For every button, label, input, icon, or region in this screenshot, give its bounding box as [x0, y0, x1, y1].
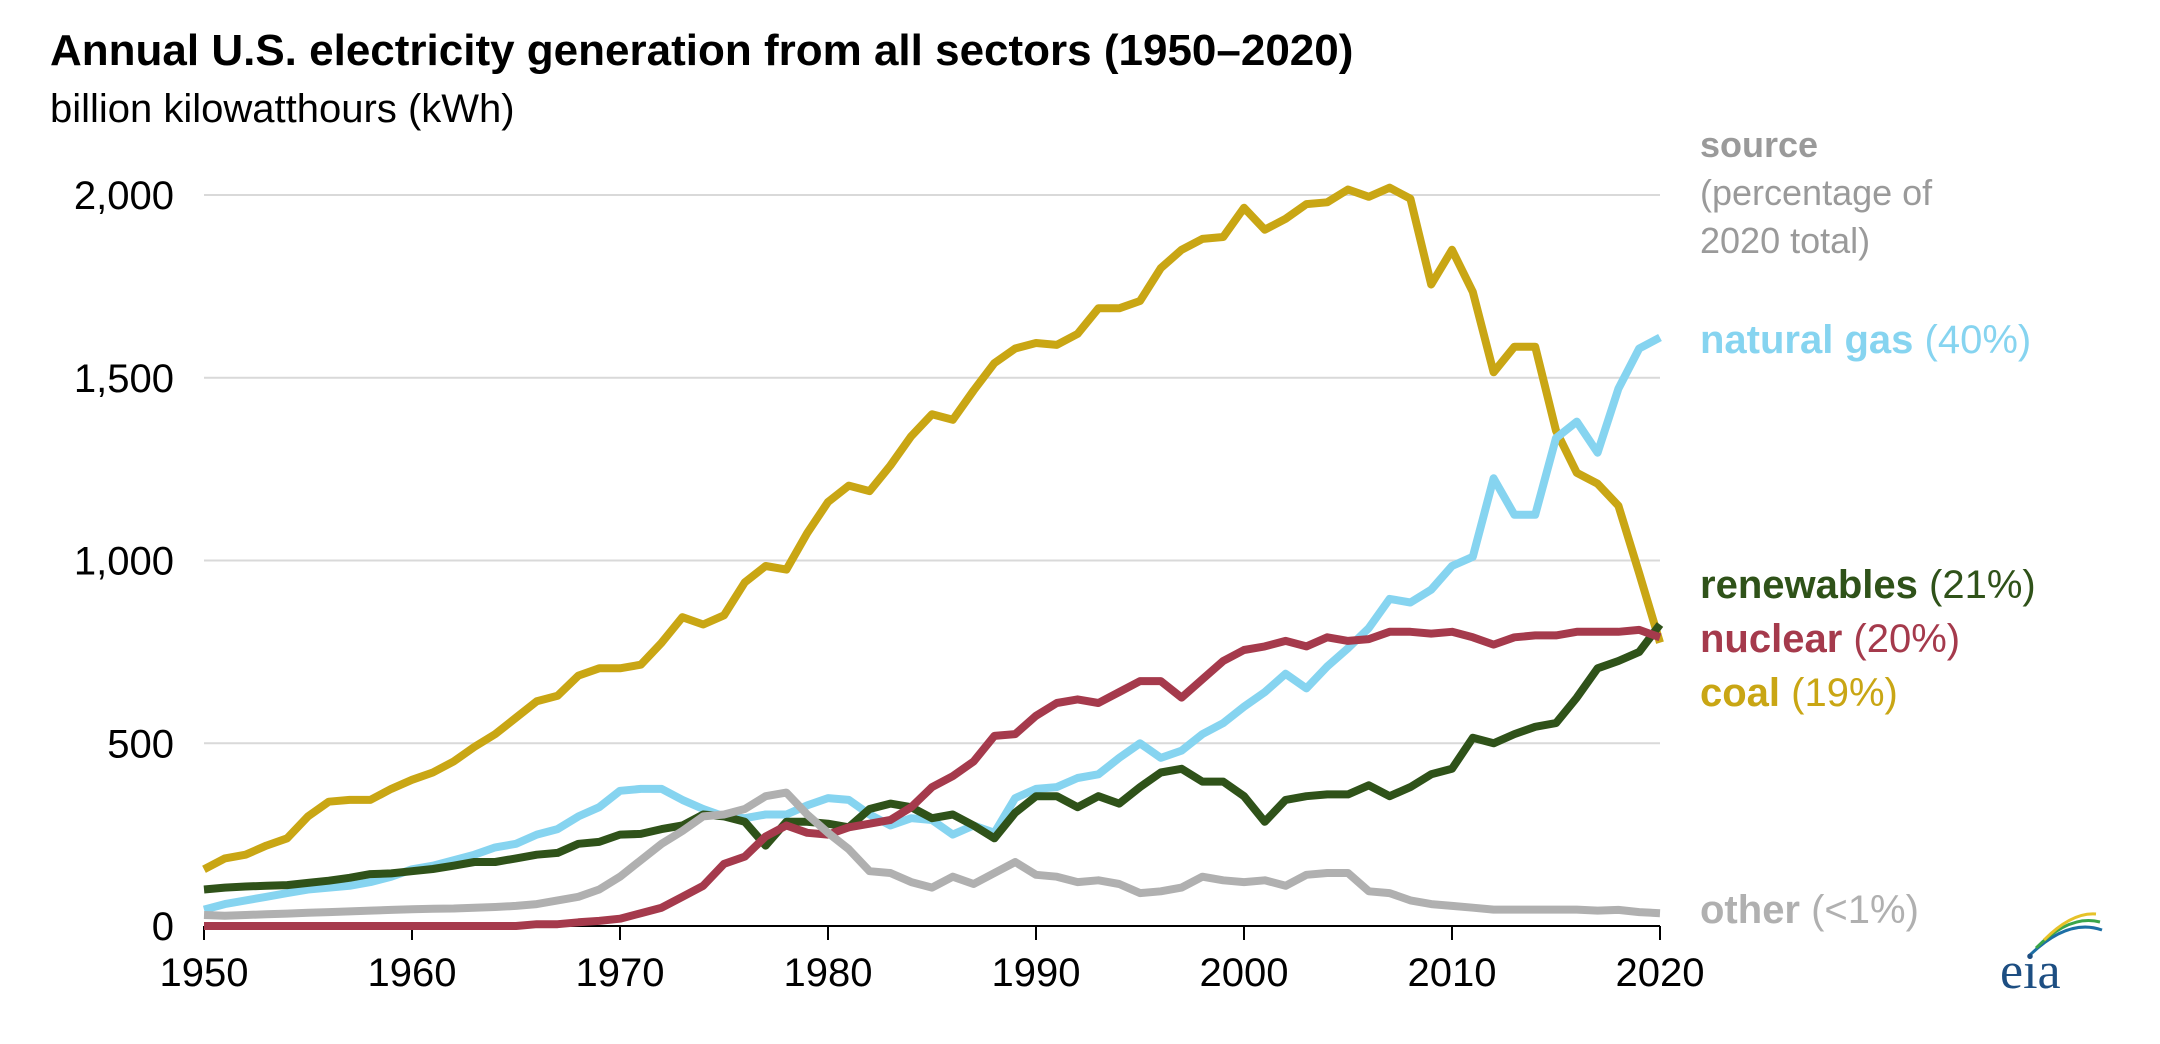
legend-series-name: natural gas	[1700, 318, 1913, 362]
grid-lines	[204, 194, 1660, 745]
chart-title: Annual U.S. electricity generation from …	[50, 26, 1353, 75]
legend-item-natural-gas: natural gas (40%)	[1700, 318, 2031, 362]
y-tick-label: 500	[107, 722, 174, 766]
legend-item-renewables: renewables (21%)	[1700, 563, 2036, 607]
x-axis-ticks: 1950 1960 1970 1980 1990 2000 2010 2020	[160, 925, 1705, 995]
y-tick-label: 0	[152, 905, 174, 949]
series-line-other	[203, 788, 1661, 920]
legend-series-share: (21%)	[1918, 563, 2036, 607]
logo-arc-yellow	[2042, 912, 2097, 942]
series-line-natural-gas	[202, 333, 1662, 914]
legend-series-name: nuclear	[1700, 617, 1842, 661]
y-tick-label: 1,000	[74, 540, 174, 584]
y-axis-ticks: 0 500 1,000 1,500 2,000	[74, 174, 174, 949]
legend-header-line: 2020 total)	[1700, 220, 1870, 261]
x-tick-label: 2010	[1408, 951, 1497, 995]
legend-series-name: coal	[1700, 671, 1780, 715]
y-tick-label: 2,000	[74, 174, 174, 218]
legend-series-name: other	[1700, 888, 1800, 932]
x-tick-label: 1950	[160, 951, 249, 995]
series-lines	[202, 183, 1664, 930]
x-tick-label: 1980	[784, 951, 873, 995]
chart-subtitle: billion kilowatthours (kWh)	[50, 87, 515, 131]
series-line-coal	[202, 183, 1664, 873]
series-line-nuclear	[204, 625, 1662, 930]
logo-arc-green	[2034, 919, 2101, 950]
y-tick-label: 1,500	[74, 357, 174, 401]
legend-header-line: (percentage of	[1700, 172, 1933, 213]
legend-series-share: (<1%)	[1800, 888, 1919, 932]
legend-series-share: (40%)	[1913, 318, 2031, 362]
logo-text: eia	[2000, 943, 2061, 1000]
legend: source (percentage of 2020 total) coal (19%…	[1700, 124, 2036, 932]
legend-series-name: renewables	[1700, 563, 1918, 607]
x-tick-label: 1970	[576, 951, 665, 995]
legend-item-other: other (<1%)	[1700, 888, 1919, 932]
legend-item-coal: coal (19%)	[1700, 671, 1898, 715]
legend-series-share: (19%)	[1780, 671, 1898, 715]
x-tick-label: 2020	[1616, 951, 1705, 995]
x-tick-label: 1960	[368, 951, 457, 995]
legend-item-nuclear: nuclear (20%)	[1700, 617, 1960, 661]
x-tick-label: 2000	[1200, 951, 1289, 995]
series-line-renewables	[203, 622, 1664, 894]
legend-header-line: source	[1700, 124, 1818, 165]
eia-logo: eia	[2000, 912, 2103, 1000]
x-tick-label: 1990	[992, 951, 1081, 995]
legend-series-share: (20%)	[1842, 617, 1960, 661]
